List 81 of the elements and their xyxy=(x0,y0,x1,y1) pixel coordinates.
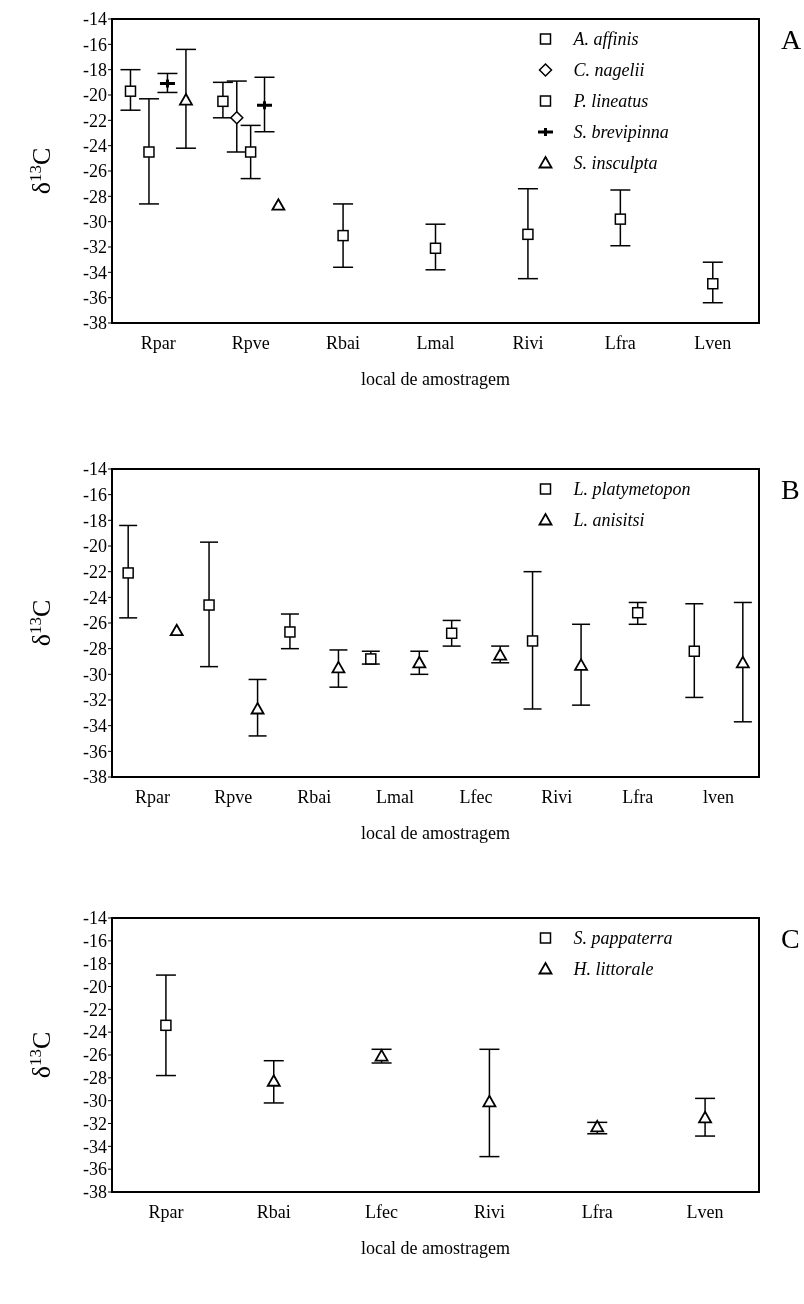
x-tick-label: Lfec xyxy=(459,787,493,807)
y-tick-label: -36 xyxy=(83,1159,107,1180)
y-tick-label: -26 xyxy=(83,161,107,182)
legend-label: S. pappaterra xyxy=(573,928,673,949)
legend-label: L. platymetopon xyxy=(572,479,691,500)
x-axis-title: local de amostragem xyxy=(361,1238,510,1258)
x-axis-title: local de amostragem xyxy=(361,369,510,389)
y-tick-label: -26 xyxy=(83,1045,107,1066)
y-tick-label: -14 xyxy=(83,908,107,929)
legend-label: P. lineatus xyxy=(572,91,649,112)
x-tick-label: Lmal xyxy=(416,333,455,353)
y-tick-label: -30 xyxy=(83,664,107,685)
y-tick-label: -16 xyxy=(83,484,107,505)
legend-label: S. insculpta xyxy=(573,153,658,174)
y-tick-label: -30 xyxy=(83,211,107,232)
y-tick-label: -24 xyxy=(83,1022,107,1043)
x-tick-label: Rbai xyxy=(256,1202,291,1222)
text: C xyxy=(781,923,800,954)
legend-label: C. nagelii xyxy=(573,60,645,81)
y-tick-label: -24 xyxy=(83,135,107,156)
x-tick-label: Lven xyxy=(686,1202,724,1222)
point xyxy=(160,1019,172,1032)
point xyxy=(266,1074,281,1087)
y-tick-label: -36 xyxy=(83,741,107,762)
y-tick-label: -34 xyxy=(83,1136,107,1157)
y-tick-label: -18 xyxy=(83,510,107,531)
y-tick-label: -20 xyxy=(83,536,107,557)
legend-label: H. littorale xyxy=(572,959,654,980)
y-tick-label: -34 xyxy=(83,262,107,283)
x-tick-label: Rpve xyxy=(214,787,253,807)
y-tick-label: -16 xyxy=(83,34,107,55)
y-tick-label: -22 xyxy=(83,110,107,131)
x-tick-label: Rivi xyxy=(541,787,573,807)
y-tick-label: -14 xyxy=(83,459,107,480)
x-tick-label: Rivi xyxy=(473,1202,505,1222)
legend-label: A. affinis xyxy=(572,29,639,50)
x-tick-label: lven xyxy=(703,787,735,807)
y-tick-label: -22 xyxy=(83,999,107,1020)
y-tick-label: -22 xyxy=(83,561,107,582)
y-tick-label: -32 xyxy=(83,1113,107,1134)
x-tick-label: Rpar xyxy=(148,1202,184,1222)
y-tick-label: -28 xyxy=(83,186,107,207)
x-tick-label: Rpar xyxy=(140,333,176,353)
y-tick-label: -28 xyxy=(83,638,107,659)
y-tick-label: -28 xyxy=(83,1068,107,1089)
legend-label: S. brevipinna xyxy=(573,122,669,143)
y-tick-label: -34 xyxy=(83,715,107,736)
y-tick-label: -32 xyxy=(83,237,107,258)
y-tick-label: -38 xyxy=(83,313,107,334)
y-tick-label: -38 xyxy=(83,767,107,788)
x-tick-label: Lmal xyxy=(376,787,415,807)
text: A xyxy=(781,24,802,55)
y-tick-label: -18 xyxy=(83,59,107,80)
x-tick-label: Lfec xyxy=(365,1202,399,1222)
point xyxy=(590,1120,605,1133)
x-tick-label: Lfra xyxy=(604,333,636,353)
x-axis-title: local de amostragem xyxy=(361,823,510,843)
y-tick-label: -18 xyxy=(83,953,107,974)
y-tick-label: -32 xyxy=(83,690,107,711)
y-tick-label: -30 xyxy=(83,1090,107,1111)
point xyxy=(374,1049,389,1062)
y-tick-label: -36 xyxy=(83,287,107,308)
x-tick-label: Lven xyxy=(694,333,732,353)
y-tick-label: -20 xyxy=(83,976,107,997)
x-tick-label: Rpve xyxy=(231,333,270,353)
x-tick-label: Rbai xyxy=(297,787,332,807)
y-tick-label: -20 xyxy=(83,85,107,106)
y-tick-label: -24 xyxy=(83,587,107,608)
x-tick-label: Rivi xyxy=(512,333,544,353)
x-tick-label: Rbai xyxy=(326,333,361,353)
legend-label: L. anisitsi xyxy=(572,510,645,531)
point xyxy=(482,1094,497,1108)
y-tick-label: -38 xyxy=(83,1182,107,1203)
x-tick-label: Rpar xyxy=(134,787,170,807)
x-tick-label: Lfra xyxy=(581,1202,613,1222)
y-tick-label: -26 xyxy=(83,613,107,634)
y-tick-label: -16 xyxy=(83,931,107,952)
y-tick-label: -14 xyxy=(83,9,107,30)
x-tick-label: Lfra xyxy=(622,787,654,807)
point xyxy=(698,1110,712,1124)
text: B xyxy=(781,474,800,505)
